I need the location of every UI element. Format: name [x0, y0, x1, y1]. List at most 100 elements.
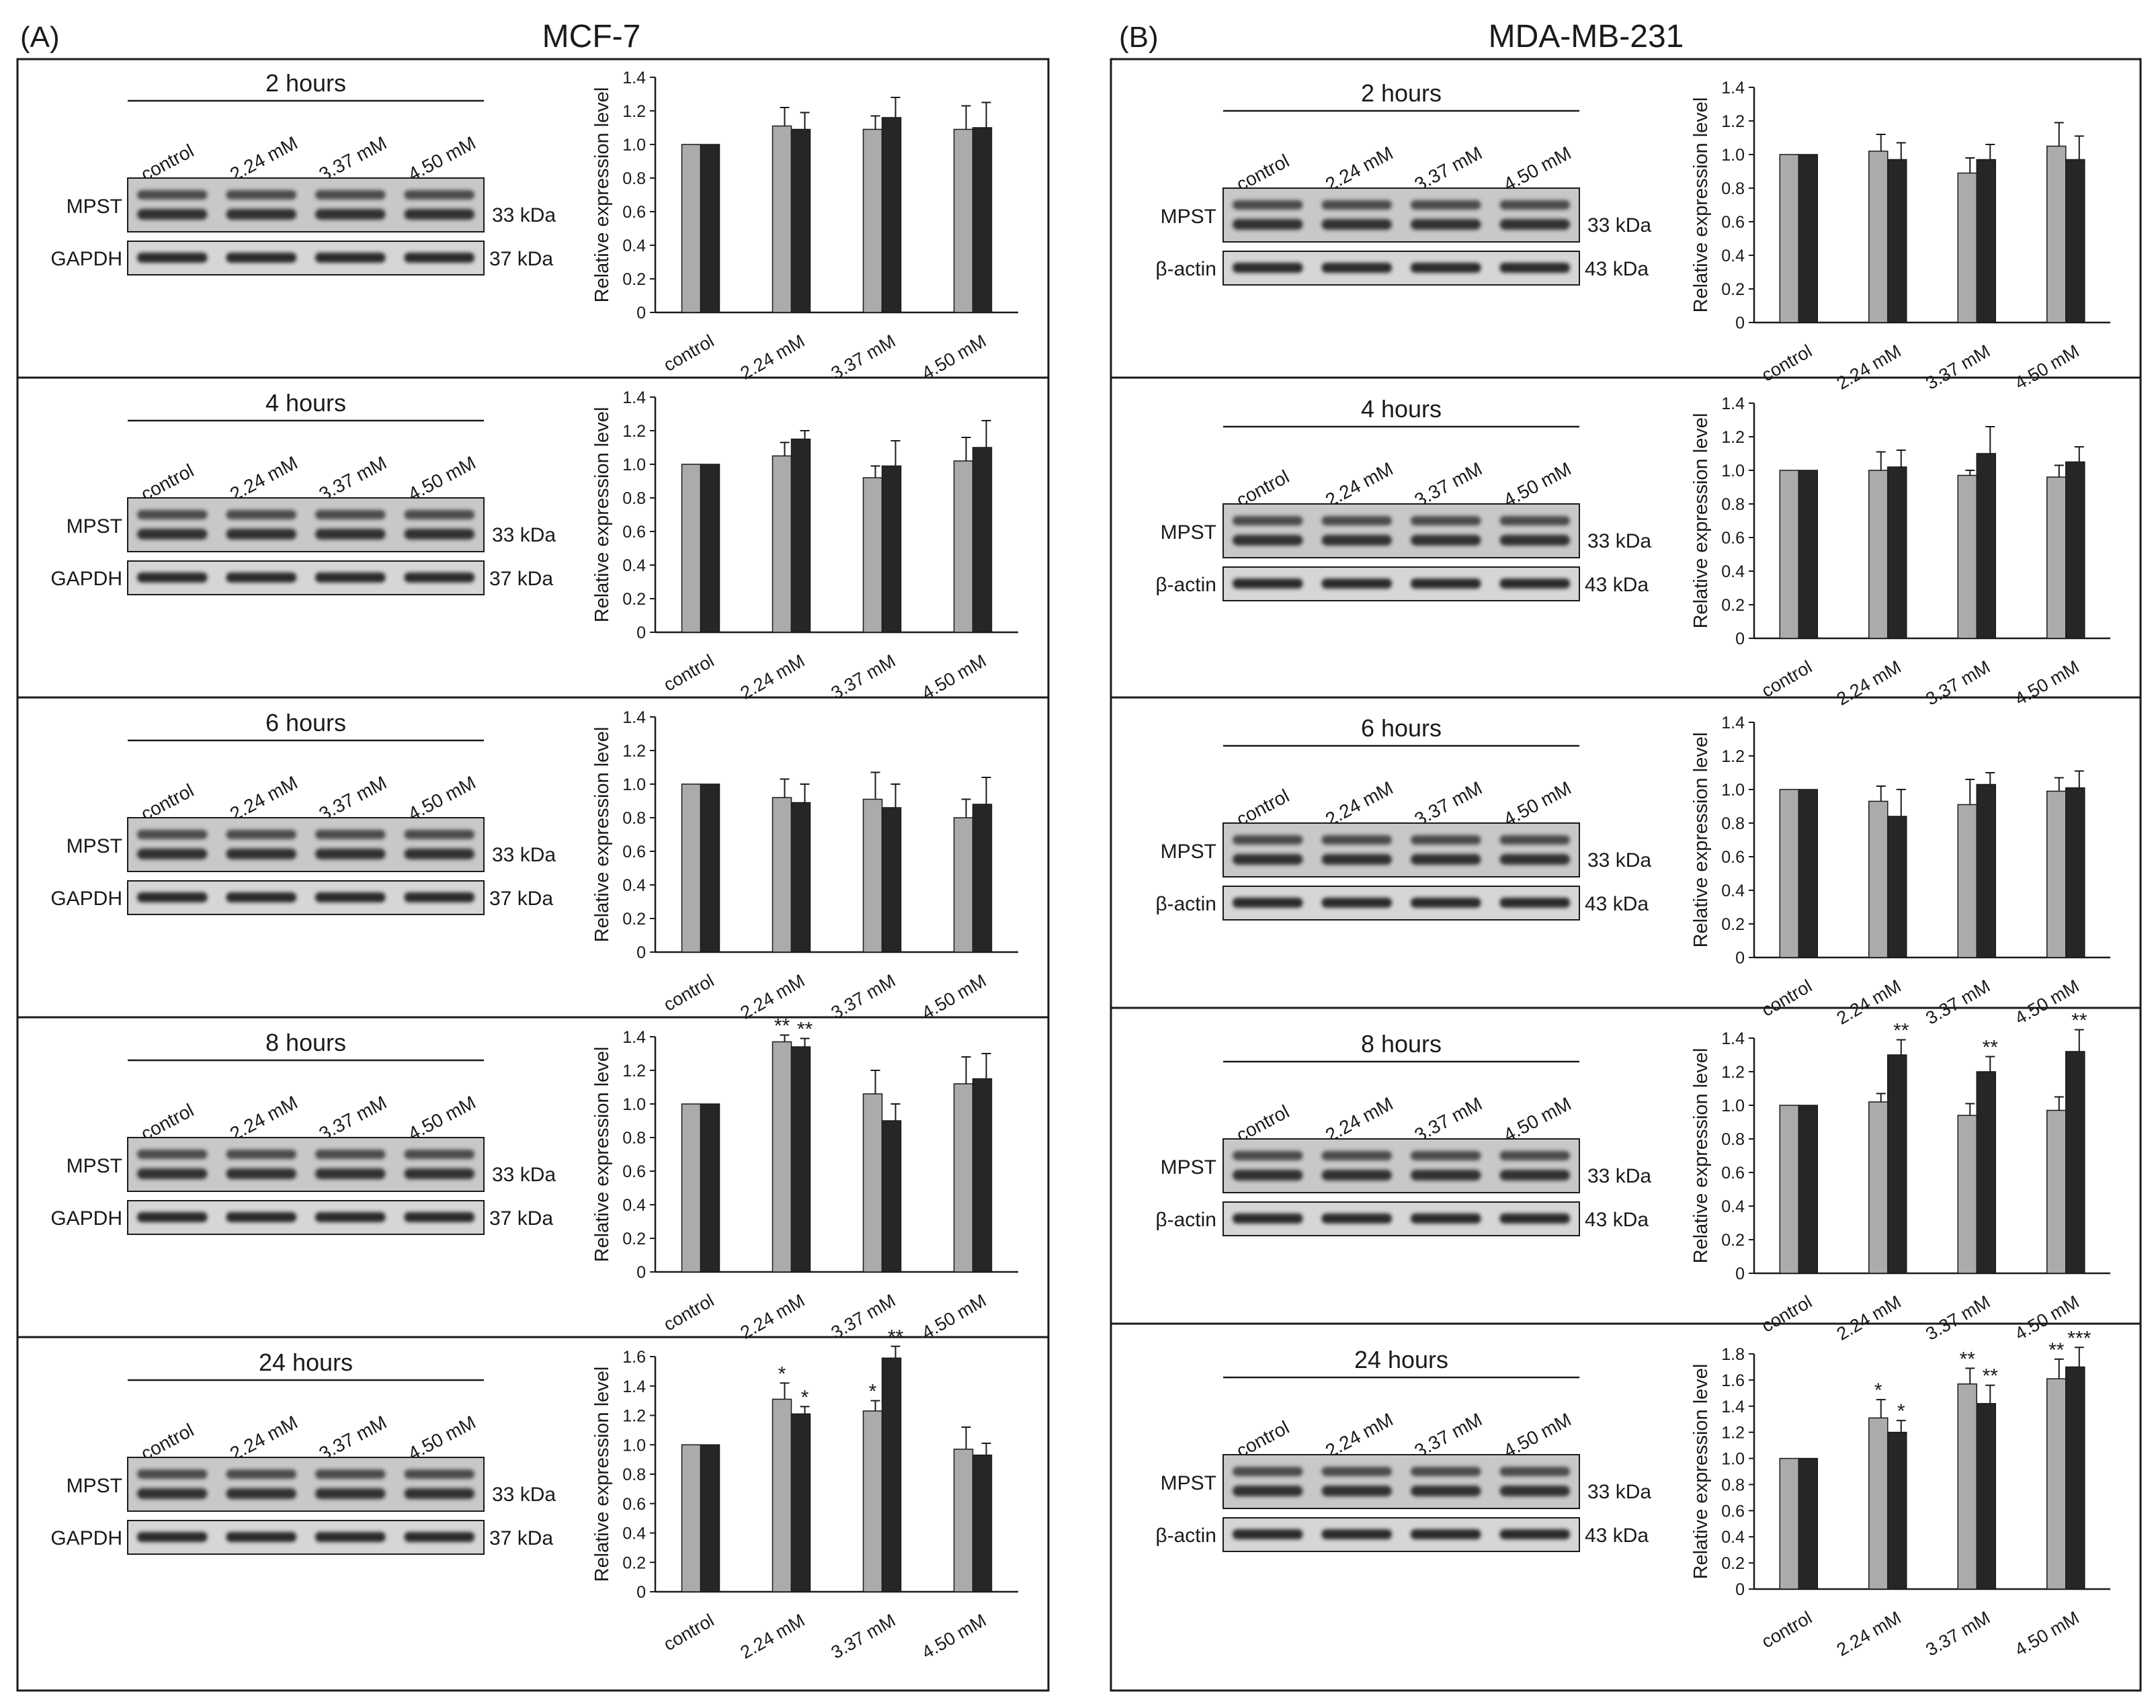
y-tick-label: 0.8	[1721, 1476, 1745, 1494]
mpst-band-lower	[226, 1488, 296, 1499]
panel-a-title: MCF-7	[542, 19, 641, 54]
mpst-band-lower	[1321, 1170, 1392, 1181]
x-tick-label: 2.24 mM	[1833, 1291, 1905, 1344]
loading-band	[226, 892, 296, 902]
lane-label: 3.37 mM	[1411, 1409, 1486, 1462]
mpst-band-lower	[315, 209, 386, 220]
mpst-band-upper	[1499, 200, 1570, 210]
y-tick-label: 0	[1735, 949, 1745, 968]
bar-gray	[681, 1444, 702, 1592]
loading-band	[226, 1532, 296, 1542]
mpst-blot	[127, 1457, 485, 1512]
mpst-band-upper	[1321, 1151, 1392, 1160]
mpst-band-upper	[1411, 516, 1481, 525]
bar-gray	[1779, 154, 1799, 323]
lane-label: 4.50 mM	[405, 132, 479, 185]
mpst-label: MPST	[1161, 206, 1216, 228]
mpst-band-upper	[315, 1150, 386, 1159]
y-tick-label: 1.0	[1721, 462, 1745, 480]
mpst-label: MPST	[67, 835, 122, 857]
x-tick-label: 2.24 mM	[1833, 1607, 1905, 1660]
bar-gray	[681, 464, 702, 633]
mpst-band-upper	[226, 510, 296, 519]
bar-black	[2065, 461, 2085, 639]
y-axis-label: Relative expression level	[1690, 1048, 1712, 1264]
significance-label: *	[778, 1363, 786, 1385]
bar-gray	[1957, 1383, 1977, 1590]
row-b-1: 2 hours control 2.24 mM 3.37 mM 4.50 mM MPST β…	[1155, 79, 2110, 394]
loading-band	[1233, 898, 1303, 908]
x-tick-label: 4.50 mM	[919, 650, 990, 703]
loading-kda-label: 37 kDa	[489, 1207, 553, 1230]
lane-label: 4.50 mM	[405, 772, 479, 825]
lane-label: 2.24 mM	[226, 452, 301, 505]
x-tick-label: 2.24 mM	[1833, 341, 1905, 394]
y-axis-label: Relative expression level	[591, 1367, 613, 1582]
mpst-band-upper	[315, 510, 386, 519]
mpst-label: MPST	[67, 515, 122, 538]
x-tick-label: 3.37 mM	[828, 1610, 899, 1663]
x-tick-label: control	[1758, 341, 1815, 386]
y-tick-label: 0.6	[1721, 1164, 1745, 1183]
lane-label: 3.37 mM	[1411, 777, 1486, 830]
y-tick-label: 0	[1735, 314, 1745, 333]
panel-b-frame	[1110, 58, 2142, 1692]
mpst-band-upper	[404, 1469, 474, 1479]
bar-gray	[1779, 470, 1799, 639]
mpst-band-upper	[1499, 516, 1570, 525]
bar-black	[2065, 787, 2085, 958]
lane-label: 4.50 mM	[1500, 458, 1575, 511]
mpst-band-lower	[1499, 854, 1570, 865]
mpst-band-lower	[315, 849, 386, 859]
lane-label: 2.24 mM	[1322, 142, 1397, 196]
loading-band	[226, 253, 296, 263]
y-tick-label: 1.4	[622, 708, 646, 727]
bar-gray	[862, 477, 883, 633]
mpst-band-upper	[226, 190, 296, 200]
lane-label: 3.37 mM	[316, 1412, 390, 1465]
y-tick-label: 0.2	[1721, 915, 1745, 934]
x-tick-label: 4.50 mM	[919, 970, 990, 1023]
bar-gray	[953, 1083, 974, 1273]
x-tick-label: 3.37 mM	[1922, 341, 1993, 394]
significance-label: *	[1874, 1379, 1882, 1402]
y-tick-label: 0.6	[622, 203, 646, 222]
y-axis-label: Relative expression level	[1690, 732, 1712, 948]
y-tick-label: 0.8	[1721, 1130, 1745, 1149]
loading-band	[315, 572, 386, 583]
row-a-5: 24 hours control 2.24 mM 3.37 mM 4.50 mM MPST…	[50, 1326, 1018, 1663]
x-tick-label: 4.50 mM	[919, 1610, 990, 1663]
bar-black	[1976, 783, 1996, 958]
bar-gray	[681, 1103, 702, 1273]
lane-label: 4.50 mM	[1500, 1093, 1575, 1146]
mpst-band-upper	[1499, 1467, 1570, 1476]
significance-label: **	[1893, 1020, 1909, 1042]
x-tick-label: 2.24 mM	[737, 650, 809, 703]
bar-black	[881, 1120, 902, 1273]
lane-label: 2.24 mM	[1322, 458, 1397, 511]
x-tick-label: 3.37 mM	[828, 650, 899, 703]
mpst-band-lower	[1321, 854, 1392, 865]
mpst-band-upper	[226, 1469, 296, 1479]
mpst-band-lower	[1499, 219, 1570, 230]
y-tick-label: 0.8	[622, 1465, 646, 1484]
bar-gray	[2046, 476, 2067, 639]
x-tick-label: control	[1758, 1607, 1815, 1652]
mpst-band-upper	[137, 830, 208, 839]
bar-black	[1798, 470, 1818, 639]
bar-gray	[1957, 804, 1977, 958]
loading-band	[1411, 579, 1481, 589]
y-tick-label: 0.6	[1721, 848, 1745, 867]
loading-band	[1411, 1529, 1481, 1539]
y-tick-label: 0.8	[1721, 179, 1745, 198]
mpst-label: MPST	[67, 196, 122, 218]
mpst-band-upper	[1411, 200, 1481, 210]
y-tick-label: 0.2	[1721, 1231, 1745, 1250]
mpst-blot	[127, 817, 485, 872]
y-tick-label: 1.2	[622, 1407, 646, 1426]
bar-black	[2065, 1051, 2085, 1274]
mpst-band-lower	[137, 529, 208, 540]
timepoint-label: 8 hours	[1361, 1030, 1442, 1058]
mpst-band-lower	[404, 1168, 474, 1179]
bar-gray	[772, 455, 792, 633]
